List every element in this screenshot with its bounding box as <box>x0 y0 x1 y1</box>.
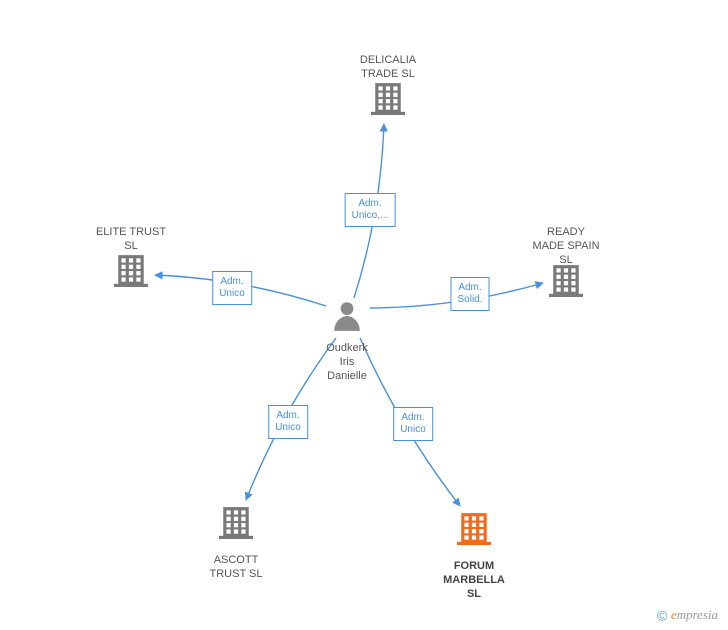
company-label: READY MADE SPAIN SL <box>516 226 616 267</box>
center-person-label: Oudkerk Iris Danielle <box>317 342 377 383</box>
building-icon <box>114 255 148 287</box>
building-icon <box>549 265 583 297</box>
building-icon <box>371 83 405 115</box>
person-icon <box>334 302 360 331</box>
brand-name: empresia <box>671 607 718 622</box>
company-label: FORUM MARBELLA SL <box>424 560 524 601</box>
edge-label: Adm. Unico <box>212 271 252 305</box>
diagram-canvas <box>0 0 728 630</box>
edge-label: Adm. Solid. <box>450 277 489 311</box>
edge-label: Adm. Unico <box>268 405 308 439</box>
edge-label: Adm. Unico <box>393 407 433 441</box>
building-icon <box>219 507 253 539</box>
edge-label: Adm. Unico,... <box>345 193 396 227</box>
building-icon <box>457 513 491 545</box>
footer-credit: © empresia <box>657 607 718 624</box>
company-label: ELITE TRUST SL <box>81 226 181 254</box>
copyright-icon: © <box>657 608 667 624</box>
company-label: ASCOTT TRUST SL <box>186 554 286 582</box>
company-label: DELICALIA TRADE SL <box>338 54 438 82</box>
